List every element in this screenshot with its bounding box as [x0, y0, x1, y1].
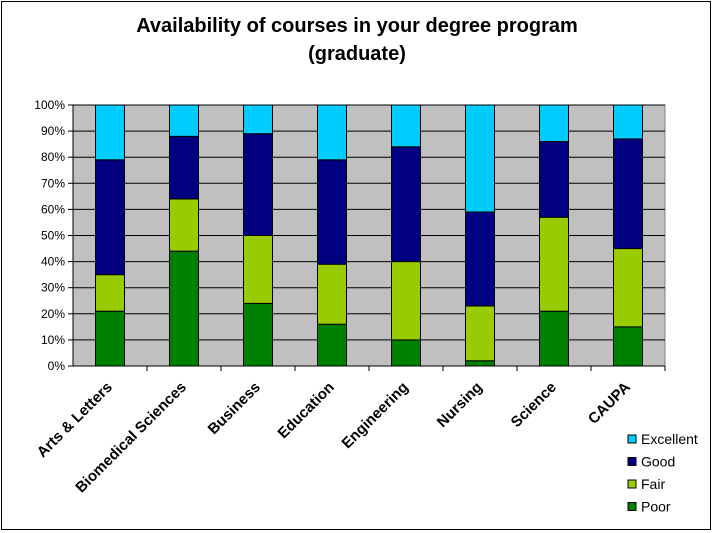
y-tick-label: 30%: [41, 281, 65, 295]
bar-excellent-3: [317, 104, 347, 161]
bar-good-7: [613, 138, 643, 250]
x-category-label: Business: [205, 379, 264, 438]
bar-fair-6: [539, 216, 569, 312]
x-category-label: CAUPA: [585, 379, 634, 428]
bar-good-3: [317, 159, 347, 265]
bar-poor-2: [243, 302, 273, 367]
bar-poor-6: [539, 310, 569, 367]
x-category-label: Engineering: [339, 379, 412, 452]
legend-label-fair: Fair: [641, 476, 665, 492]
bar-fair-5: [465, 305, 495, 362]
y-tick-label: 40%: [41, 255, 65, 269]
y-tick-label: 60%: [41, 202, 65, 216]
x-category-label: Nursing: [434, 379, 486, 431]
bar-excellent-6: [539, 104, 569, 143]
bar-poor-7: [613, 326, 643, 367]
x-category-label: Education: [275, 379, 338, 442]
chart-title: Availability of courses in your degree p…: [136, 15, 578, 37]
legend-swatch-fair: [627, 479, 637, 489]
bar-fair-7: [613, 248, 643, 328]
bar-excellent-4: [391, 104, 421, 148]
bar-good-2: [243, 133, 273, 237]
x-category-label: Science: [508, 379, 560, 431]
bar-poor-3: [317, 323, 347, 367]
bar-fair-1: [169, 198, 199, 252]
bar-excellent-0: [95, 104, 125, 161]
y-tick-label: 70%: [41, 176, 65, 190]
y-tick-label: 50%: [41, 229, 65, 243]
y-tick-label: 0%: [48, 359, 66, 373]
y-tick-label: 20%: [41, 307, 65, 321]
legend-swatch-good: [627, 457, 637, 466]
bar-excellent-7: [613, 104, 643, 140]
bar-good-5: [465, 211, 495, 307]
bar-good-4: [391, 146, 421, 263]
bar-fair-2: [243, 235, 273, 304]
bar-poor-5: [465, 360, 495, 367]
legend-label-good: Good: [641, 454, 675, 470]
bar-fair-3: [317, 263, 347, 325]
legend-swatch-poor: [627, 502, 637, 511]
bar-poor-0: [95, 310, 125, 367]
x-category-label: Arts & Letters: [34, 379, 116, 461]
y-tick-label: 80%: [41, 150, 65, 164]
y-tick-label: 10%: [41, 333, 65, 347]
legend-label-poor: Poor: [641, 499, 671, 515]
bar-good-1: [169, 135, 199, 200]
bar-excellent-1: [169, 104, 199, 137]
bar-good-6: [539, 141, 569, 218]
chart-title-block: Availability of courses in your degree p…: [0, 12, 714, 68]
bar-excellent-2: [243, 104, 273, 135]
y-tick-label: 100%: [34, 98, 65, 112]
bar-excellent-5: [465, 104, 495, 213]
bar-good-0: [95, 159, 125, 276]
bar-poor-4: [391, 339, 421, 367]
legend-swatch-excellent: [627, 434, 637, 444]
legend-label-excellent: Excellent: [641, 431, 698, 447]
bar-poor-1: [169, 250, 199, 367]
chart-subtitle: (graduate): [308, 43, 406, 65]
y-tick-label: 90%: [41, 124, 65, 138]
bar-fair-0: [95, 274, 125, 312]
bar-fair-4: [391, 261, 421, 341]
